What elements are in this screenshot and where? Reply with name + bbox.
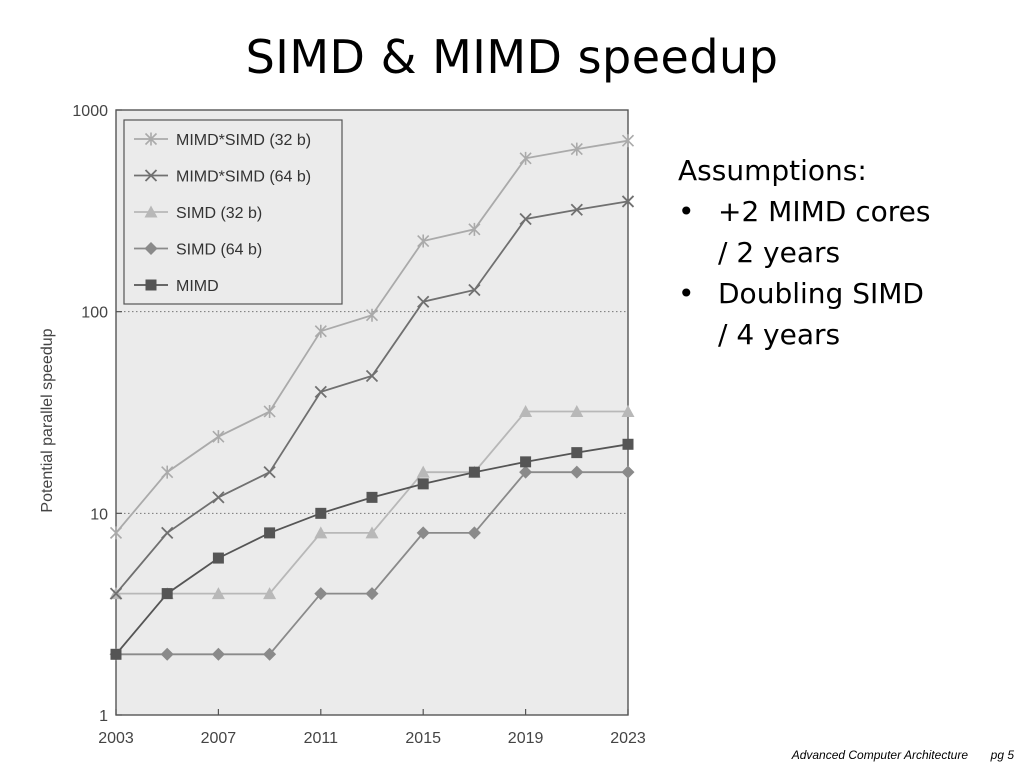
data-point [468,466,480,478]
data-point [161,465,174,479]
assumptions-block: Assumptions: • +2 MIMD cores / 2 years •… [678,150,1008,355]
data-point [160,647,174,661]
legend-marker [145,279,157,291]
data-point [263,647,277,661]
bullet-item: • Doubling SIMD / 4 years [678,273,1008,355]
data-point [264,527,276,539]
y-tick-label: 1 [99,708,108,725]
x-tick-label: 2015 [405,730,441,747]
data-point [416,526,430,540]
y-tick-label: 1000 [72,103,108,120]
data-point [315,507,327,519]
data-point [212,552,224,564]
data-point [468,222,481,236]
data-point [417,478,429,490]
bullet-line: / 4 years [718,318,841,351]
y-tick-label: 10 [90,506,108,523]
x-tick-label: 2007 [201,730,237,747]
legend-label: MIMD [176,278,219,295]
data-point [621,195,635,208]
data-point [211,647,225,661]
data-point [110,648,122,660]
bullet-line: +2 MIMD cores [718,195,931,228]
data-point [621,134,635,148]
bullet-line: / 2 years [718,236,841,269]
data-point [570,465,584,479]
data-point [622,438,634,450]
data-point [161,526,174,540]
y-axis-label: Potential parallel speedup [39,328,56,512]
data-point [571,447,583,459]
data-point [468,283,481,297]
data-point [314,526,328,539]
data-point [314,324,327,338]
bullet-text: Doubling SIMD / 4 years [718,273,1008,355]
data-point [520,456,532,468]
chart-svg: 1 10 100 1000 2003 2007 2011 2015 2019 2023 Potent… [39,103,646,747]
data-point [263,404,276,418]
legend-marker [144,169,158,182]
data-point [314,587,328,601]
data-point [109,526,123,540]
slide-title: SIMD & MIMD speedup [245,30,779,84]
data-point [109,587,123,600]
legend-label: SIMD (32 b) [176,205,262,222]
y-tick-label: 100 [81,305,108,322]
data-point [417,234,430,248]
x-tick-label: 2019 [508,730,544,747]
bullet-item: • +2 MIMD cores / 2 years [678,191,1008,273]
data-point [416,465,430,478]
data-point [212,491,225,504]
data-point [621,465,635,479]
data-point [365,308,379,322]
assumptions-heading: Assumptions: [678,154,867,187]
bullet-dot: • [678,277,695,310]
data-point [263,587,277,600]
data-point [519,212,532,226]
legend-label: MIMD*SIMD (64 b) [176,169,311,186]
data-point [519,404,533,417]
legend-marker [144,205,158,218]
data-point [365,369,379,383]
legend-label: MIMD*SIMD (32 b) [176,132,311,149]
data-point [365,587,379,601]
data-point [366,491,378,503]
data-point [519,151,532,165]
legend-label: SIMD (64 b) [176,242,262,259]
bullet-text: +2 MIMD cores / 2 years [718,191,1008,273]
data-point [211,587,225,600]
data-point [263,466,276,479]
data-point [212,430,225,444]
legend-marker [144,132,158,146]
footer-page-number: pg 5 [990,748,1014,762]
data-point [570,142,583,156]
data-point [570,203,583,216]
data-point [570,404,584,417]
data-point [621,404,635,417]
x-tick-label: 2023 [610,730,646,747]
legend-marker [144,242,158,255]
x-tick-label: 2011 [304,730,339,747]
data-point [467,526,481,540]
bullet-dot: • [678,195,695,228]
data-point [161,588,173,600]
data-point [314,385,327,399]
bullet-line: Doubling SIMD [718,277,924,310]
footer-course-name: Advanced Computer Architecture [791,748,968,762]
data-point [365,526,379,539]
data-point [417,295,430,308]
speedup-chart: 1 10 100 1000 2003 2007 2011 2015 2019 2023 Potent… [30,95,660,755]
x-tick-label: 2003 [98,730,134,747]
data-point [519,465,533,479]
